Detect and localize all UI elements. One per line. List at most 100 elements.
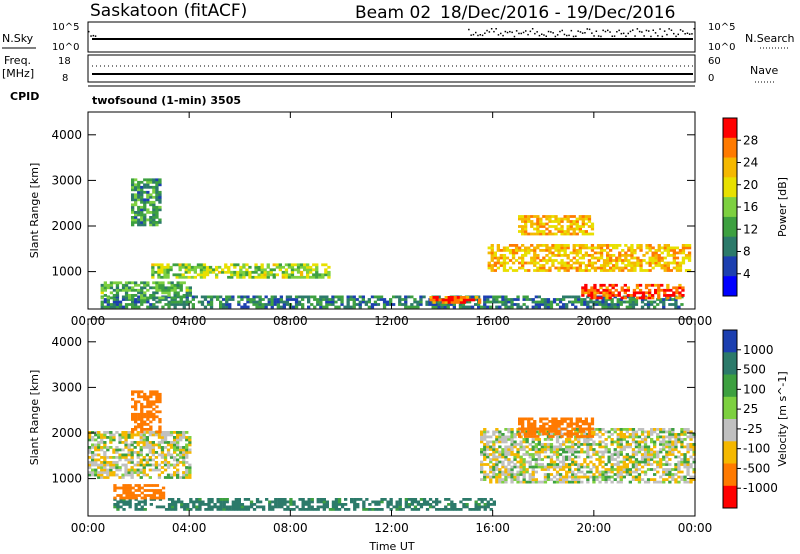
heatmap-cell: [284, 270, 289, 274]
heatmap-cell: [546, 455, 551, 459]
heatmap-cell: [453, 301, 457, 304]
heatmap-cell: [677, 460, 681, 464]
heatmap-cell: [195, 505, 199, 509]
heatmap-cell: [112, 438, 116, 442]
heatmap-cell: [575, 420, 579, 423]
heatmap-cell: [284, 263, 289, 267]
nsearch-point: [506, 31, 509, 34]
nsearch-point: [693, 28, 695, 30]
heatmap-cell: [599, 291, 603, 295]
heatmap-cell: [537, 438, 541, 441]
heatmap-cell: [536, 230, 540, 233]
heatmap-cell: [306, 270, 310, 274]
heatmap-cell: [176, 473, 180, 477]
heatmap-cell: [524, 249, 528, 252]
heatmap-cell: [327, 273, 331, 277]
region-morning-patch: [131, 390, 162, 434]
heatmap-cell: [495, 480, 499, 484]
heatmap-cell: [492, 448, 496, 451]
heatmap-cell: [620, 286, 624, 290]
heatmap-cell: [612, 264, 616, 267]
heatmap-cell: [91, 463, 95, 467]
heatmap-cell: [116, 508, 120, 511]
heatmap-cell: [677, 480, 681, 484]
heatmap-cell: [152, 188, 156, 192]
heatmap-cell: [549, 465, 554, 469]
heatmap-cell: [606, 269, 610, 272]
colorbar-tick-label: -25: [743, 422, 763, 436]
heatmap-cell: [140, 500, 144, 504]
heatmap-cell: [312, 268, 316, 272]
heatmap-cell: [198, 498, 202, 501]
heatmap-cell: [671, 433, 675, 436]
heatmap-cell: [613, 473, 617, 476]
heatmap-cell: [501, 480, 505, 484]
heatmap-cell: [575, 422, 579, 426]
heatmap-cell: [155, 188, 159, 192]
heatmap-cell: [575, 269, 579, 272]
heatmap-cell: [536, 244, 540, 247]
heatmap-cell: [680, 428, 684, 431]
heatmap-cell: [154, 451, 159, 454]
heatmap-cell: [578, 225, 582, 228]
heatmap-cell: [313, 305, 317, 309]
heatmap-cell: [124, 291, 129, 295]
heatmap-cell: [604, 298, 608, 301]
heatmap-cell: [678, 269, 683, 272]
heatmap-cell: [596, 259, 601, 262]
heatmap-cell: [646, 448, 651, 451]
heatmap-cell: [266, 273, 270, 277]
heatmap-cell: [598, 458, 602, 461]
heatmap-cell: [493, 269, 497, 272]
heatmap-cell: [583, 303, 587, 306]
heatmap-cell: [100, 286, 104, 290]
heatmap-cell: [536, 256, 540, 260]
heatmap-cell: [218, 265, 222, 269]
heatmap-cell: [176, 441, 180, 444]
heatmap-cell: [145, 453, 149, 457]
heatmap-cell: [145, 438, 149, 442]
heatmap-cell: [398, 303, 402, 306]
heatmap-cell: [461, 303, 466, 306]
heatmap-cell: [678, 249, 683, 252]
heatmap-cell: [668, 450, 672, 454]
colorbar-swatch: [723, 374, 737, 398]
heatmap-cell: [592, 433, 596, 436]
heatmap-cell: [278, 263, 282, 267]
heatmap-cell: [255, 295, 259, 299]
heatmap-cell: [137, 195, 141, 199]
heatmap-cell: [536, 215, 540, 218]
heatmap-cell: [634, 458, 639, 461]
heatmap-cell: [622, 465, 626, 469]
heatmap-cell: [140, 291, 144, 295]
heatmap-cell: [644, 291, 649, 295]
heatmap-cell: [195, 508, 199, 511]
heatmap-cell: [634, 470, 639, 474]
heatmap-cell: [495, 428, 499, 431]
heatmap-cell: [263, 273, 267, 277]
heatmap-cell: [151, 448, 155, 452]
region-near-range-green: [113, 498, 496, 511]
heatmap-cell: [140, 407, 144, 411]
heatmap-cell: [671, 478, 675, 481]
heatmap-cell: [174, 508, 178, 511]
heatmap-cell: [551, 430, 555, 433]
heatmap-cell: [263, 275, 267, 279]
heatmap-cell: [569, 264, 573, 267]
heatmap-cell: [131, 203, 135, 207]
heatmap-cell: [662, 473, 666, 476]
heatmap-cell: [574, 438, 578, 441]
nsearch-point: [527, 33, 529, 36]
heatmap-cell: [459, 298, 464, 302]
heatmap-cell: [450, 503, 454, 506]
heatmap-cell: [374, 508, 378, 511]
heatmap-cell: [592, 475, 596, 479]
heatmap-cell: [586, 445, 590, 449]
heatmap-cell: [681, 251, 686, 255]
heatmap-cell: [188, 436, 192, 439]
heatmap-cell: [677, 468, 681, 471]
heatmap-cell: [640, 430, 645, 434]
heatmap-cell: [471, 508, 475, 511]
heatmap-cell: [228, 303, 232, 306]
heatmap-cell: [146, 281, 150, 285]
